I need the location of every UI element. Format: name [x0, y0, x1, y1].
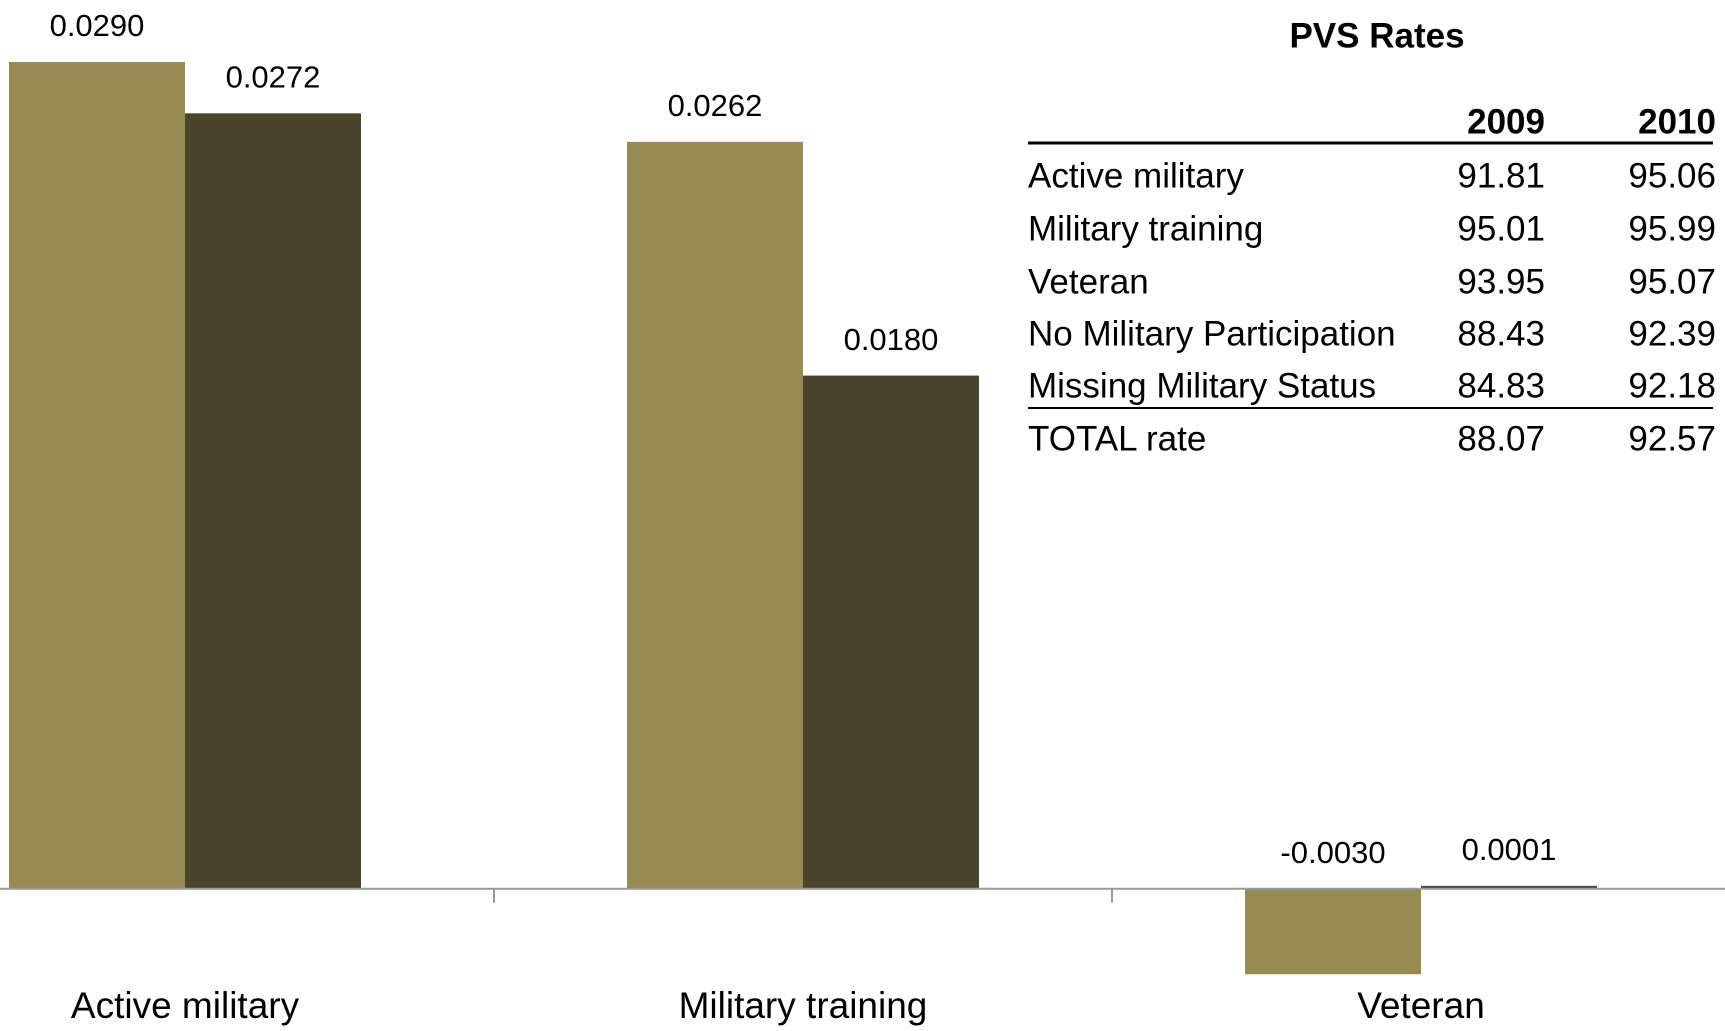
table-value: 92.57 — [1628, 419, 1716, 458]
column-header: 2009 — [1467, 102, 1545, 141]
bar — [9, 62, 185, 889]
value-label: 0.0262 — [668, 88, 763, 123]
x-tick-label: Military training — [679, 985, 928, 1026]
table-value: 92.18 — [1628, 366, 1716, 405]
bar — [627, 141, 803, 889]
row-label: TOTAL rate — [1028, 419, 1206, 458]
value-label: 0.0001 — [1462, 832, 1557, 867]
row-label: No Military Participation — [1028, 314, 1396, 353]
bar — [1245, 888, 1421, 975]
value-label: 0.0290 — [50, 8, 145, 43]
table-value: 93.95 — [1457, 262, 1545, 301]
row-label: Missing Military Status — [1028, 366, 1376, 405]
value-label: -0.0030 — [1280, 835, 1385, 870]
x-tick-label: Active military — [71, 985, 300, 1026]
row-label: Veteran — [1028, 262, 1149, 301]
column-header: 2010 — [1638, 102, 1716, 141]
bar — [1421, 885, 1597, 889]
row-label: Military training — [1028, 209, 1263, 248]
x-tick-label: Veteran — [1357, 985, 1485, 1026]
row-label: Active military — [1028, 156, 1244, 195]
table-value: 84.83 — [1457, 366, 1545, 405]
table-value: 88.43 — [1457, 314, 1545, 353]
bar — [803, 375, 979, 889]
table-value: 88.07 — [1457, 419, 1545, 458]
table-value: 95.01 — [1457, 209, 1545, 248]
table-value: 95.99 — [1628, 209, 1716, 248]
table-value: 95.06 — [1628, 156, 1716, 195]
table-value: 92.39 — [1628, 314, 1716, 353]
table-value: 95.07 — [1628, 262, 1716, 301]
value-label: 0.0272 — [226, 60, 321, 95]
bar — [185, 113, 361, 889]
table-value: 91.81 — [1457, 156, 1545, 195]
table-title: PVS Rates — [1289, 16, 1464, 55]
value-label: 0.0180 — [844, 322, 939, 357]
